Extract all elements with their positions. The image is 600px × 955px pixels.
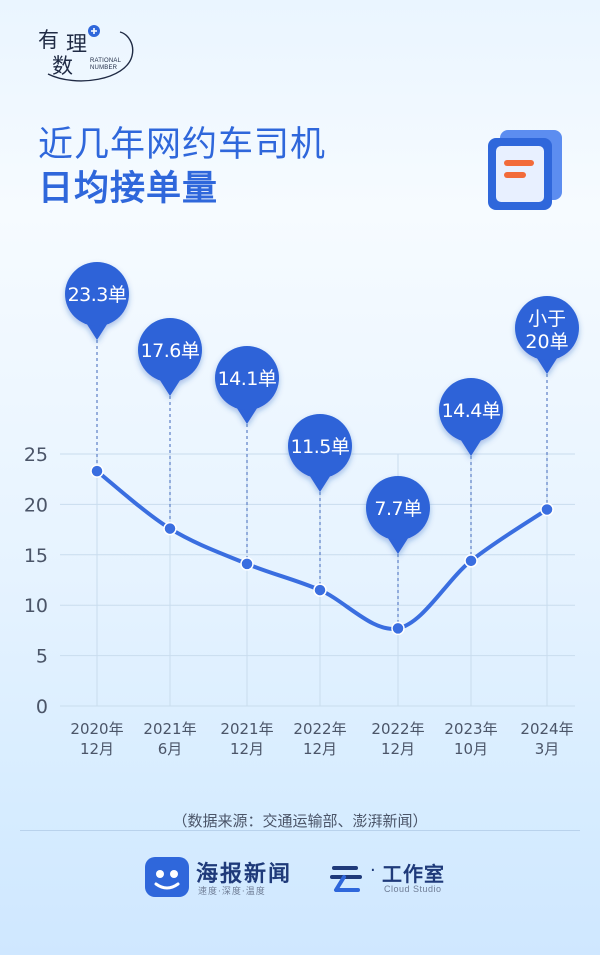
- x-tick-label: 2022年: [371, 720, 424, 738]
- x-tick-label-month: 10月: [454, 740, 488, 758]
- y-tick-label: 0: [36, 696, 48, 718]
- document-icon: [488, 130, 562, 210]
- line-chart: 0 5 10 15 20 25 2020年 12月 2021年 6月 2021年 12月 2022年 12…: [24, 262, 579, 758]
- data-point: [90, 464, 104, 478]
- page-title: 近几年网约车司机: [38, 125, 327, 165]
- x-tick-label: 2020年: [70, 720, 123, 738]
- x-tick-label: 2021年: [220, 720, 273, 738]
- x-tick-label: 2021年: [143, 720, 196, 738]
- data-label: 23.3单: [68, 284, 127, 306]
- page-subtitle: 日均接单量: [38, 169, 219, 209]
- footer-divider: [20, 830, 580, 831]
- logo-char-2: 理: [66, 32, 87, 56]
- brand1-slogan: 速度·深度·温度: [198, 887, 266, 897]
- pin-body: [288, 414, 352, 478]
- logo-char-1: 有: [38, 28, 59, 52]
- data-label: 11.5单: [291, 436, 350, 458]
- x-tick-label-month: 12月: [303, 740, 337, 758]
- logo-swoosh: [47, 25, 134, 82]
- data-label-line2: 20单: [525, 331, 568, 353]
- data-label: 14.4单: [442, 400, 501, 422]
- footer: 海报新闻 速度·深度·温度 · 工作室 Cloud Studio: [0, 850, 600, 910]
- pin-body: [439, 378, 503, 442]
- brand2-separator: ·: [370, 860, 376, 881]
- chart-guides: [96, 340, 548, 629]
- data-point: [540, 502, 554, 517]
- data-point: [391, 621, 405, 636]
- chart-axes: 0 5 10 15 20 25 2020年 12月 2021年 6月 2021年 12月 2022年 12…: [24, 444, 574, 758]
- data-label-pin: [138, 318, 202, 396]
- data-label-pin: [515, 296, 579, 374]
- data-label: 17.6单: [141, 340, 200, 362]
- y-tick-label: 15: [24, 545, 48, 567]
- data-label-pin: [366, 476, 430, 554]
- brand1-name: 海报新闻: [196, 862, 293, 887]
- x-tick-label-month: 6月: [158, 740, 183, 758]
- pin-body: [65, 262, 129, 326]
- data-label-pin: [65, 262, 129, 340]
- data-label-pin: [439, 378, 503, 456]
- data-label-pin: [288, 414, 352, 492]
- y-tick-label: 25: [24, 444, 48, 466]
- brand2-subtitle: Cloud Studio: [384, 884, 442, 894]
- logo-subtitle: RATIONAL NUMBER: [90, 58, 121, 72]
- x-tick-label: 2023年: [444, 720, 497, 738]
- data-label-pin: [215, 346, 279, 424]
- x-tick-label: 2022年: [293, 720, 346, 738]
- data-point: [163, 521, 177, 536]
- x-tick-label: 2024年: [520, 720, 573, 738]
- brand2-name: 工作室: [382, 862, 445, 886]
- logo-subtitle-line2: NUMBER: [90, 65, 118, 71]
- logo-subtitle-line1: RATIONAL: [90, 58, 122, 64]
- y-tick-label: 20: [24, 494, 48, 516]
- pin-body: [138, 318, 202, 382]
- data-source: （数据来源：交通运输部、澎湃新闻）: [172, 812, 428, 830]
- cloud-studio-icon: [330, 866, 362, 892]
- y-tick-label: 10: [24, 595, 48, 617]
- haibao-app-icon: [145, 857, 189, 897]
- pin-body: [215, 346, 279, 410]
- data-point: [240, 557, 254, 571]
- x-tick-label-month: 12月: [230, 740, 264, 758]
- x-tick-label-month: 12月: [80, 740, 114, 758]
- chart-grid: [60, 453, 575, 707]
- chart-series: [90, 464, 554, 636]
- logo-char-3: 数: [52, 54, 73, 78]
- data-point: [313, 583, 327, 597]
- x-tick-label-month: 3月: [535, 740, 560, 758]
- x-tick-label-month: 12月: [381, 740, 415, 758]
- data-label: 小于: [528, 308, 566, 330]
- pin-body: [366, 476, 430, 540]
- logo: 有 理 数 RATIONAL NUMBER: [36, 22, 146, 84]
- data-point: [464, 554, 478, 568]
- data-label: 7.7单: [374, 498, 422, 520]
- y-tick-label: 5: [36, 646, 48, 668]
- data-label: 14.1单: [218, 368, 277, 390]
- pin-body: [515, 296, 579, 360]
